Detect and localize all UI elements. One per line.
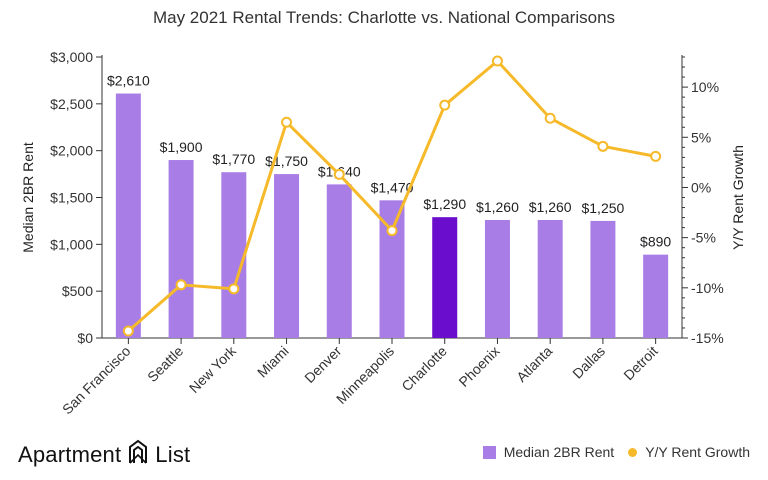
x-tick-label: Denver [301, 343, 344, 386]
bar [168, 160, 194, 338]
bar-data-label: $1,260 [476, 199, 519, 215]
x-tick-label: Detroit [620, 343, 661, 384]
x-tick-label: Atlanta [513, 343, 555, 385]
legend-swatch-dot [628, 447, 638, 457]
y-right-tick-label: -10% [691, 280, 724, 296]
chart-title: May 2021 Rental Trends: Charlotte vs. Na… [152, 8, 616, 27]
logo-text-list: List [155, 442, 191, 467]
y-right-tick-label: -15% [691, 330, 724, 346]
growth-point [386, 225, 398, 237]
y-right-tick-label: 10% [691, 79, 719, 95]
legend-label-rent: Median 2BR Rent [503, 444, 615, 460]
y-left-tick-label: $1,000 [50, 236, 93, 252]
growth-point [228, 283, 240, 295]
bar [590, 220, 616, 338]
bar [221, 172, 247, 338]
logo-text-apartment: Apartment [18, 442, 122, 467]
growth-point [650, 150, 662, 162]
bar [326, 184, 352, 338]
y-axis-title-left: Median 2BR Rent [20, 142, 36, 253]
y-left-tick-label: $2,000 [50, 143, 93, 159]
growth-point [122, 325, 134, 337]
legend-item-growth[interactable]: Y/Y Rent Growth [628, 444, 750, 460]
x-tick-label: San Francisco [59, 343, 134, 418]
x-tick-label: Seattle [144, 343, 186, 385]
y-right-tick-label: 5% [691, 129, 711, 145]
bar [115, 93, 141, 338]
bar-data-label: $1,900 [160, 139, 203, 155]
x-tick-label: Dallas [569, 343, 608, 382]
bar [274, 174, 300, 338]
legend-swatch-bar [482, 445, 496, 459]
bar [643, 254, 669, 338]
x-tick-label: Phoenix [455, 343, 502, 390]
growth-point [175, 279, 187, 291]
bar-data-label: $1,770 [212, 151, 255, 167]
y-left-tick-label: $500 [62, 283, 93, 299]
growth-point [439, 99, 451, 111]
bar-data-label: $1,250 [581, 200, 624, 216]
growth-point [544, 112, 556, 124]
y-right-tick-label: -5% [691, 230, 716, 246]
growth-point [491, 55, 503, 67]
brand-logo: Apartment List [18, 439, 191, 471]
legend-item-rent[interactable]: Median 2BR Rent [482, 444, 615, 460]
y-left-tick-label: $3,000 [50, 49, 93, 65]
bar [432, 217, 458, 338]
x-tick-label: Charlotte [398, 343, 450, 395]
bar-data-label: $1,290 [423, 196, 466, 212]
bar-data-label: $2,610 [107, 73, 150, 89]
y-left-tick-label: $0 [77, 330, 93, 346]
y-left-tick-label: $1,500 [50, 190, 93, 206]
chart-legend: Median 2BR Rent Y/Y Rent Growth [469, 444, 750, 460]
y-left-tick-label: $2,500 [50, 96, 93, 112]
y-axis-title-right: Y/Y Rent Growth [730, 145, 746, 250]
growth-point [281, 116, 293, 128]
x-tick-label: New York [186, 342, 240, 396]
logo-mark-icon [127, 439, 149, 471]
growth-point [333, 168, 345, 180]
legend-label-growth: Y/Y Rent Growth [645, 444, 750, 460]
bar-data-label: $1,260 [529, 199, 572, 215]
bar [484, 219, 510, 338]
bar-data-label: $1,470 [371, 179, 414, 195]
bar [537, 219, 563, 338]
growth-point [597, 140, 609, 152]
bar-data-label: $890 [640, 234, 671, 250]
y-right-tick-label: 0% [691, 179, 711, 195]
x-tick-label: Miami [254, 343, 292, 381]
